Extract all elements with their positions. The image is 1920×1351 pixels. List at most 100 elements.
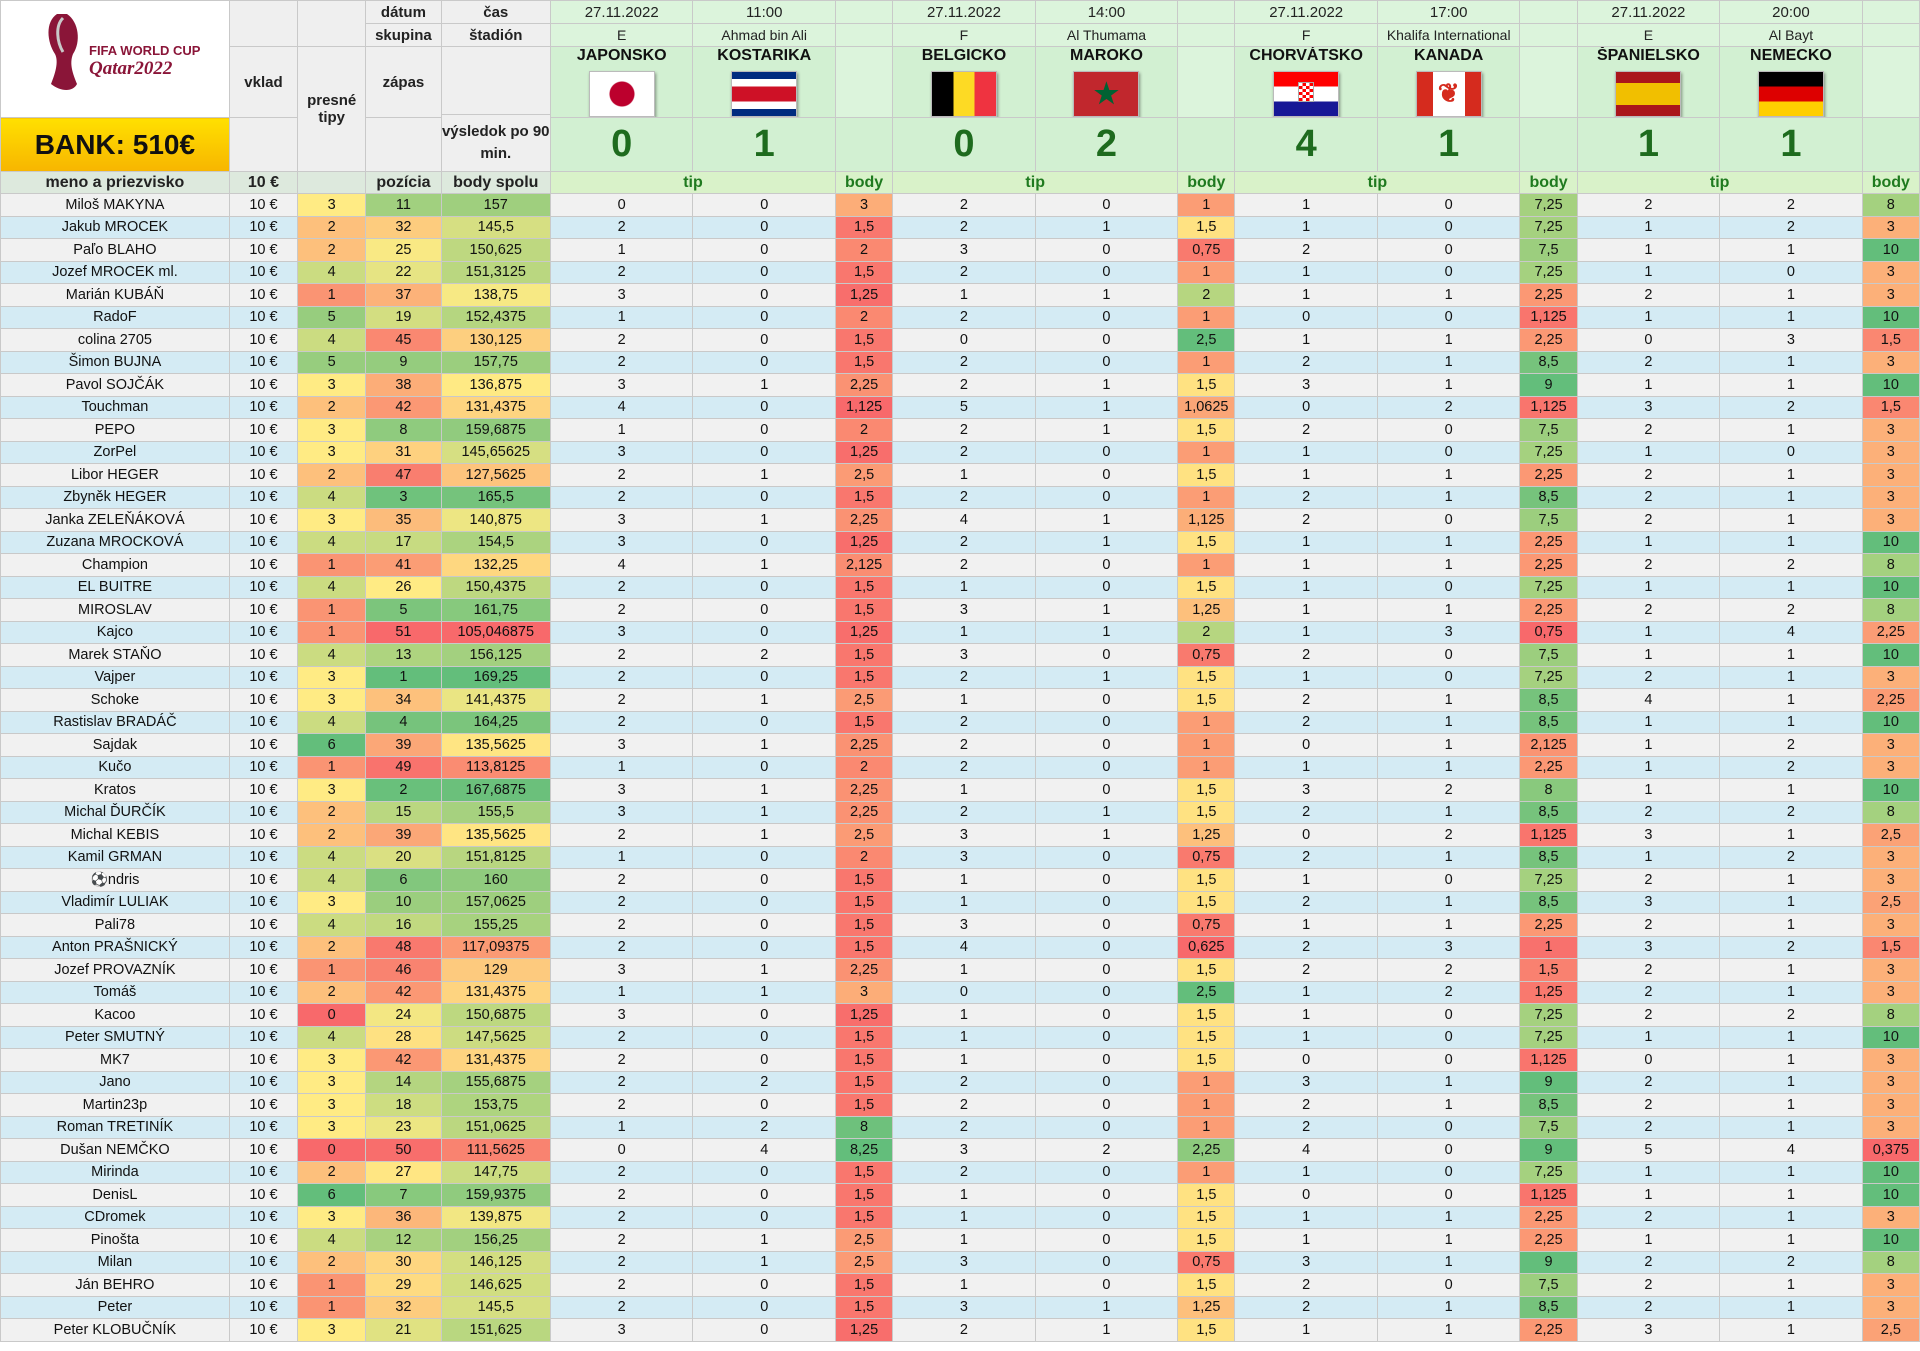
tip-team1: 2 bbox=[549, 688, 694, 712]
tip-team1: 2 bbox=[549, 643, 694, 667]
tip-team2: 1 bbox=[1376, 463, 1521, 487]
tip-team1: 2 bbox=[1576, 418, 1721, 442]
match-body: 1,25 bbox=[834, 1318, 894, 1342]
match-body: 1 bbox=[1177, 710, 1236, 734]
player-row: Schoke 10 €3 34 141,4375 2 1 2,5 1 0 1,5 2 1 8,5 4 1 2,… bbox=[0, 688, 1920, 712]
match-body: 1,5 bbox=[1177, 373, 1236, 397]
player-vklad: 10 € bbox=[228, 508, 299, 532]
player-body-spolu: 150,4375 bbox=[440, 575, 551, 599]
player-name: Kajco bbox=[96, 624, 134, 641]
player-vklad: 10 € bbox=[228, 575, 299, 599]
tip-team1: 2 bbox=[1576, 598, 1721, 622]
tip-team1: 2 bbox=[549, 1250, 694, 1274]
header-blank bbox=[1861, 0, 1920, 24]
match-body: 9 bbox=[1519, 1138, 1578, 1162]
player-pozicia: 34 bbox=[365, 688, 442, 712]
match-body: 2,25 bbox=[834, 958, 894, 982]
match-body: 2,125 bbox=[1519, 733, 1578, 757]
player-body-spolu: 145,65625 bbox=[440, 440, 551, 464]
match-body: 7,25 bbox=[1519, 193, 1578, 217]
tip-team2: 0 bbox=[1376, 215, 1521, 239]
match-body: 1,5 bbox=[1177, 1003, 1236, 1027]
tip-team2: 0 bbox=[1376, 260, 1521, 284]
player-name: Pavol SOJČÁK bbox=[65, 376, 165, 393]
match-time: 11:00 bbox=[692, 0, 836, 24]
tip-team2: 4 bbox=[1719, 1138, 1863, 1162]
player-name-cell: Martin23p bbox=[0, 1093, 230, 1117]
player-name-cell: Kamil GRMAN bbox=[0, 845, 230, 869]
tip-team1: 1 bbox=[1234, 215, 1378, 239]
tip-team2: 1 bbox=[1376, 1205, 1521, 1229]
player-name: Pali78 bbox=[94, 916, 136, 933]
player-vklad: 10 € bbox=[228, 418, 299, 442]
header-blank bbox=[834, 23, 894, 47]
player-name-cell: colina 2705 bbox=[0, 328, 230, 352]
tip-team1: 2 bbox=[1576, 1070, 1721, 1094]
player-name: Martin23p bbox=[82, 1096, 148, 1113]
player-vklad: 10 € bbox=[228, 238, 299, 262]
match-body: 2,25 bbox=[834, 733, 894, 757]
match-body: 7,25 bbox=[1519, 868, 1578, 892]
header-blank bbox=[1861, 46, 1920, 118]
header-cas: čas bbox=[440, 0, 551, 24]
header-meno: meno a priezvisko bbox=[0, 171, 230, 194]
tip-team2: 0 bbox=[692, 913, 836, 937]
match-body: 1 bbox=[1177, 193, 1236, 217]
player-vklad: 10 € bbox=[228, 553, 299, 577]
tip-team1: 1 bbox=[1576, 845, 1721, 869]
player-name: Ján BEHRO bbox=[75, 1276, 155, 1293]
tip-team2: 1 bbox=[1719, 958, 1863, 982]
match-body: 3 bbox=[1861, 440, 1920, 464]
player-presne-tipy: 2 bbox=[297, 935, 367, 959]
player-name: ZorPel bbox=[93, 444, 137, 461]
tip-team2: 1 bbox=[1034, 373, 1179, 397]
tip-team1: 1 bbox=[1234, 598, 1378, 622]
match-stadium: Al Thumama bbox=[1034, 23, 1179, 47]
match-body: 3 bbox=[1861, 755, 1920, 779]
score-team2: 1 bbox=[692, 117, 836, 172]
tip-team2: 2 bbox=[1719, 395, 1863, 419]
player-name-cell: Sajdak bbox=[0, 733, 230, 757]
player-body-spolu: 156,25 bbox=[440, 1228, 551, 1252]
player-vklad: 10 € bbox=[228, 868, 299, 892]
player-vklad: 10 € bbox=[228, 665, 299, 689]
tip-team2: 1 bbox=[1034, 418, 1179, 442]
tip-team2: 0 bbox=[692, 1048, 836, 1072]
player-name-cell: Dušan NEMČKO bbox=[0, 1138, 230, 1162]
header-pozicia: pozícia bbox=[365, 171, 442, 194]
player-presne-tipy: 4 bbox=[297, 868, 367, 892]
player-row: Kamil GRMAN 10 €4 20 151,8125 1 0 2 3 0 0,75 2 1 8,5… bbox=[0, 845, 1920, 869]
match-body: 1,5 bbox=[834, 643, 894, 667]
tip-team2: 2 bbox=[1719, 935, 1863, 959]
tip-team2: 0 bbox=[692, 1093, 836, 1117]
match-body: 2,25 bbox=[1861, 620, 1920, 644]
player-name: Jakub MROCEK bbox=[61, 219, 169, 236]
tip-team1: 1 bbox=[1234, 868, 1378, 892]
match-body: 2,5 bbox=[834, 823, 894, 847]
player-vklad: 10 € bbox=[228, 710, 299, 734]
tip-team2: 0 bbox=[1034, 1003, 1179, 1027]
player-name: Peter KLOBUČNÍK bbox=[53, 1321, 177, 1338]
tip-team2: 1 bbox=[1376, 1318, 1521, 1342]
match-body: 3 bbox=[1861, 1048, 1920, 1072]
match-body: 2,5 bbox=[834, 1250, 894, 1274]
tip-team1: 1 bbox=[1234, 530, 1378, 554]
tip-team2: 1 bbox=[1376, 1093, 1521, 1117]
tip-team2: 1 bbox=[1376, 913, 1521, 937]
player-body-spolu: 147,5625 bbox=[440, 1025, 551, 1049]
header-blank bbox=[440, 46, 551, 115]
match-body: 1 bbox=[1177, 350, 1236, 374]
player-name: Michal KEBIS bbox=[70, 826, 160, 843]
player-row: Vajper 10 €3 1 169,25 2 0 1,5 2 1 1,5 1 0 7,25 2 1 3 bbox=[0, 665, 1920, 689]
player-presne-tipy: 1 bbox=[297, 598, 367, 622]
tip-team2: 0 bbox=[1376, 305, 1521, 329]
match-body: 8,5 bbox=[1519, 1295, 1578, 1319]
match-date: 27.11.2022 bbox=[1576, 0, 1721, 24]
team-header: JAPONSKO bbox=[549, 46, 694, 118]
tip-team2: 1 bbox=[1034, 800, 1179, 824]
tip-team2: 0 bbox=[1034, 778, 1179, 802]
match-body: 2 bbox=[834, 238, 894, 262]
tip-team1: 0 bbox=[1234, 1183, 1378, 1207]
header-blank bbox=[834, 0, 894, 24]
tip-team1: 0 bbox=[892, 328, 1036, 352]
